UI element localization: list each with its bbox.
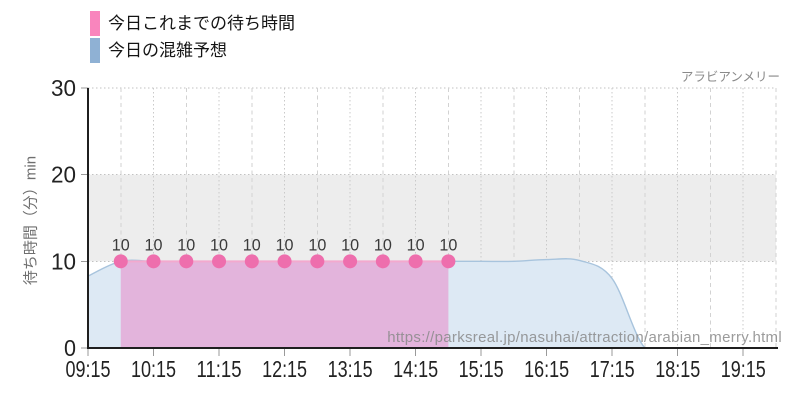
- data-point[interactable]: [408, 254, 423, 269]
- data-point[interactable]: [113, 254, 128, 269]
- x-tick-label: 18:15: [655, 356, 700, 382]
- point-value-label: 10: [145, 235, 163, 254]
- data-point[interactable]: [441, 254, 456, 269]
- actual-area: [120, 261, 449, 348]
- legend-label-forecast: 今日の混雑予想: [108, 41, 227, 60]
- y-tick-label: 20: [51, 162, 76, 188]
- x-tick-label: 13:15: [328, 356, 373, 382]
- watermark-url: https://parksreal.jp/nasuhai/attraction/…: [387, 329, 782, 346]
- data-point[interactable]: [179, 254, 194, 269]
- x-tick-label: 15:15: [459, 356, 504, 382]
- legend-item-forecast[interactable]: 今日の混雑予想: [90, 38, 295, 63]
- data-point[interactable]: [310, 254, 325, 269]
- y-axis-label: 待ち時間（分）min: [22, 155, 40, 286]
- x-tick-label: 09:15: [66, 356, 111, 382]
- point-value-label: 10: [308, 235, 326, 254]
- point-value-label: 10: [276, 235, 294, 254]
- y-tick-label: 10: [51, 248, 76, 274]
- data-point[interactable]: [212, 254, 227, 269]
- data-point[interactable]: [244, 254, 259, 269]
- legend-item-actual-wait[interactable]: 今日これまでの待ち時間: [90, 11, 295, 36]
- chart-legend: 今日これまでの待ち時間 今日の混雑予想: [90, 11, 295, 65]
- legend-swatch-forecast: [90, 38, 100, 63]
- x-tick-label: 14:15: [393, 356, 438, 382]
- point-value-label: 10: [439, 235, 457, 254]
- x-tick-label: 10:15: [131, 356, 176, 382]
- crowd-band: [88, 174, 776, 262]
- y-tick-label: 0: [64, 335, 76, 361]
- data-point[interactable]: [277, 254, 292, 269]
- y-tick-label: 30: [51, 75, 76, 101]
- x-tick-label: 16:15: [524, 356, 569, 382]
- point-value-label: 10: [407, 235, 425, 254]
- point-value-label: 10: [177, 235, 195, 254]
- axes: [87, 88, 778, 349]
- point-value-label: 10: [243, 235, 261, 254]
- data-point[interactable]: [146, 254, 161, 269]
- point-value-label: 10: [210, 235, 228, 254]
- x-tick-label: 11:15: [197, 356, 242, 382]
- x-tick-label: 19:15: [721, 356, 766, 382]
- actual-series: 10 10 10 10 10 10 10 10 10 10 10: [112, 235, 457, 348]
- legend-label-actual: 今日これまでの待ち時間: [108, 14, 295, 33]
- point-value-label: 10: [341, 235, 359, 254]
- legend-swatch-actual: [90, 11, 100, 36]
- point-value-label: 10: [112, 235, 130, 254]
- x-tick-label: 12:15: [262, 356, 307, 382]
- y-tick-labels: 0 10 20 30: [51, 75, 76, 361]
- x-tick-labels: 09:15 10:15 11:15 12:15 13:15 14:15 15:15 16:15…: [66, 356, 766, 382]
- point-value-label: 10: [374, 235, 392, 254]
- attraction-title: アラビアンメリー: [680, 70, 780, 84]
- data-point[interactable]: [343, 254, 358, 269]
- data-point[interactable]: [375, 254, 390, 269]
- tick-marks: [81, 87, 744, 356]
- x-tick-label: 17:15: [590, 356, 635, 382]
